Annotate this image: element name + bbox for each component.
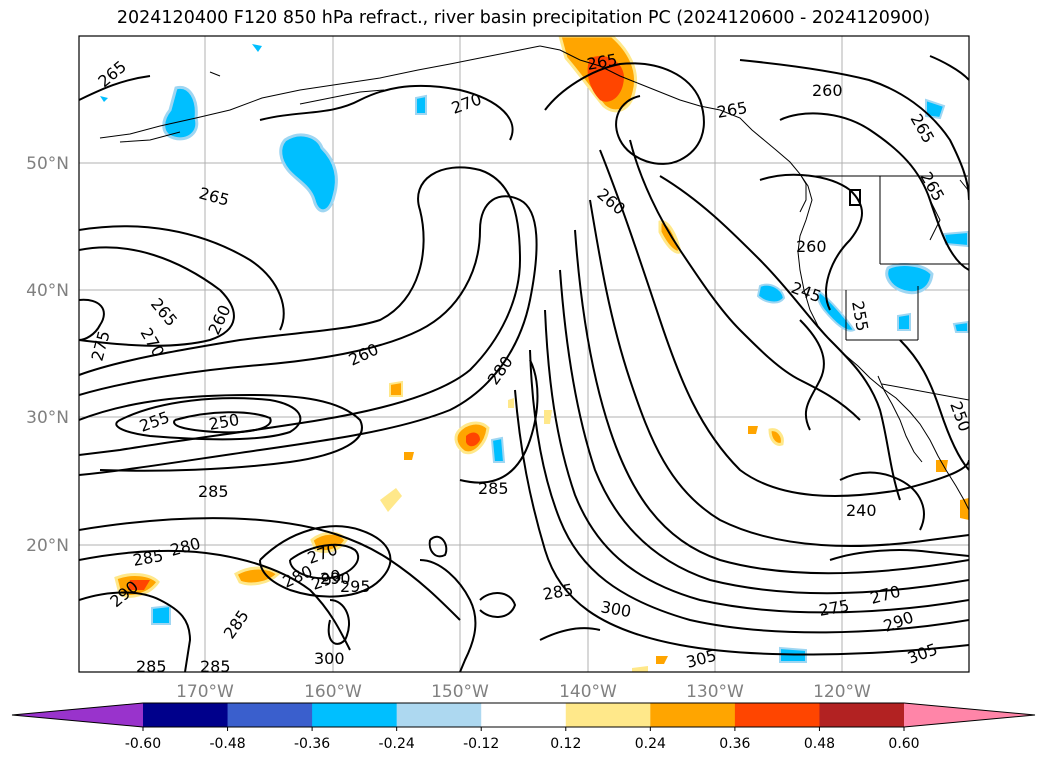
lat-label-40n: 40°N xyxy=(26,281,69,301)
patch-blue xyxy=(490,436,506,463)
colorbar-segment xyxy=(396,703,482,727)
colorbar-extend-high xyxy=(904,703,1035,727)
lon-label-150w: 150°W xyxy=(431,682,489,702)
patch-yellow xyxy=(544,410,552,424)
patch-blue xyxy=(279,133,338,213)
lat-label-30n: 30°N xyxy=(26,408,69,428)
contour-label: 285 xyxy=(198,482,229,501)
patch-red xyxy=(128,580,150,590)
contour-label: 240 xyxy=(846,501,877,520)
patch-yellow xyxy=(404,452,414,460)
colorbar-segment xyxy=(819,703,905,727)
lat-label-50n: 50°N xyxy=(26,154,69,174)
colorbar-segment xyxy=(481,703,567,727)
colorbar-tick-label: -0.48 xyxy=(209,736,245,752)
lon-label-120w: 120°W xyxy=(813,682,871,702)
patch-blue xyxy=(162,85,199,141)
contour-label: 295 xyxy=(340,577,371,596)
colorbar-tick-label: 0.60 xyxy=(888,736,919,752)
lon-label-160w: 160°W xyxy=(304,682,362,702)
shaded-patches xyxy=(100,36,969,672)
patch-red xyxy=(587,56,624,102)
colorbar-tick-label: -0.60 xyxy=(125,736,161,752)
colorbar-tick-label: 0.48 xyxy=(804,736,835,752)
map-title: 2024120400 F120 850 hPa refract., river … xyxy=(116,8,931,28)
contours xyxy=(79,55,969,672)
colorbar-segment xyxy=(143,703,229,727)
patch-yellow xyxy=(656,656,668,664)
coastlines xyxy=(99,45,969,511)
lon-label-140w: 140°W xyxy=(559,682,617,702)
patch-blue xyxy=(151,604,171,625)
patch-blue xyxy=(252,44,262,52)
patch-yellow xyxy=(508,398,514,408)
lat-labels: 50°N 40°N 30°N 20°N xyxy=(26,154,69,556)
map-frame xyxy=(78,35,970,673)
colorbar-tick-label: 0.12 xyxy=(550,736,581,752)
lat-label-20n: 20°N xyxy=(26,536,69,556)
colorbar-tick-label: -0.36 xyxy=(294,736,330,752)
patch-orange xyxy=(658,220,682,254)
colorbar-tick-label: 0.36 xyxy=(719,736,750,752)
patch-blue xyxy=(925,98,946,120)
patch-orange xyxy=(768,428,784,446)
patch-yellow xyxy=(748,426,758,434)
patch-yellow xyxy=(632,666,648,672)
lon-label-130w: 130°W xyxy=(686,682,744,702)
patch-blue xyxy=(952,320,969,333)
contour-label: 260 xyxy=(812,81,843,100)
contour-label: 290 xyxy=(320,569,351,588)
colorbar-extend-low xyxy=(12,703,143,727)
map-area xyxy=(79,36,969,672)
patch-blue xyxy=(756,283,786,304)
lon-labels: 170°W 160°W 150°W 140°W 130°W 120°W xyxy=(176,682,871,702)
colorbar-tick-label: 0.24 xyxy=(635,736,666,752)
contour-label: 300 xyxy=(314,649,345,668)
colorbar-segment xyxy=(312,703,398,727)
patch-blue xyxy=(100,96,108,102)
contour-label: 260 xyxy=(796,237,827,256)
colorbar-segment xyxy=(565,703,651,727)
contour-label: 285 xyxy=(136,657,167,676)
colorbar-segment xyxy=(227,703,313,727)
patch-yellow xyxy=(960,498,969,520)
colorbar: -0.60 -0.48 -0.36 -0.24 -0.12 0.12 0.24 0.36 0.4… xyxy=(11,702,1036,752)
colorbar-segment xyxy=(650,703,736,727)
lon-label-170w: 170°W xyxy=(176,682,234,702)
contour-label: 285 xyxy=(478,479,509,498)
colorbar-segment xyxy=(734,703,820,727)
colorbar-tick-label: -0.12 xyxy=(463,736,499,752)
patch-blue xyxy=(885,263,934,295)
patch-yellow xyxy=(380,488,402,512)
patch-yellow xyxy=(389,380,403,397)
patch-blue xyxy=(897,312,911,331)
contour-label: 285 xyxy=(200,657,231,676)
patch-blue xyxy=(415,94,427,115)
colorbar-tick-label: -0.24 xyxy=(379,736,415,752)
patch-orange xyxy=(234,566,281,586)
patch-red xyxy=(466,432,480,447)
